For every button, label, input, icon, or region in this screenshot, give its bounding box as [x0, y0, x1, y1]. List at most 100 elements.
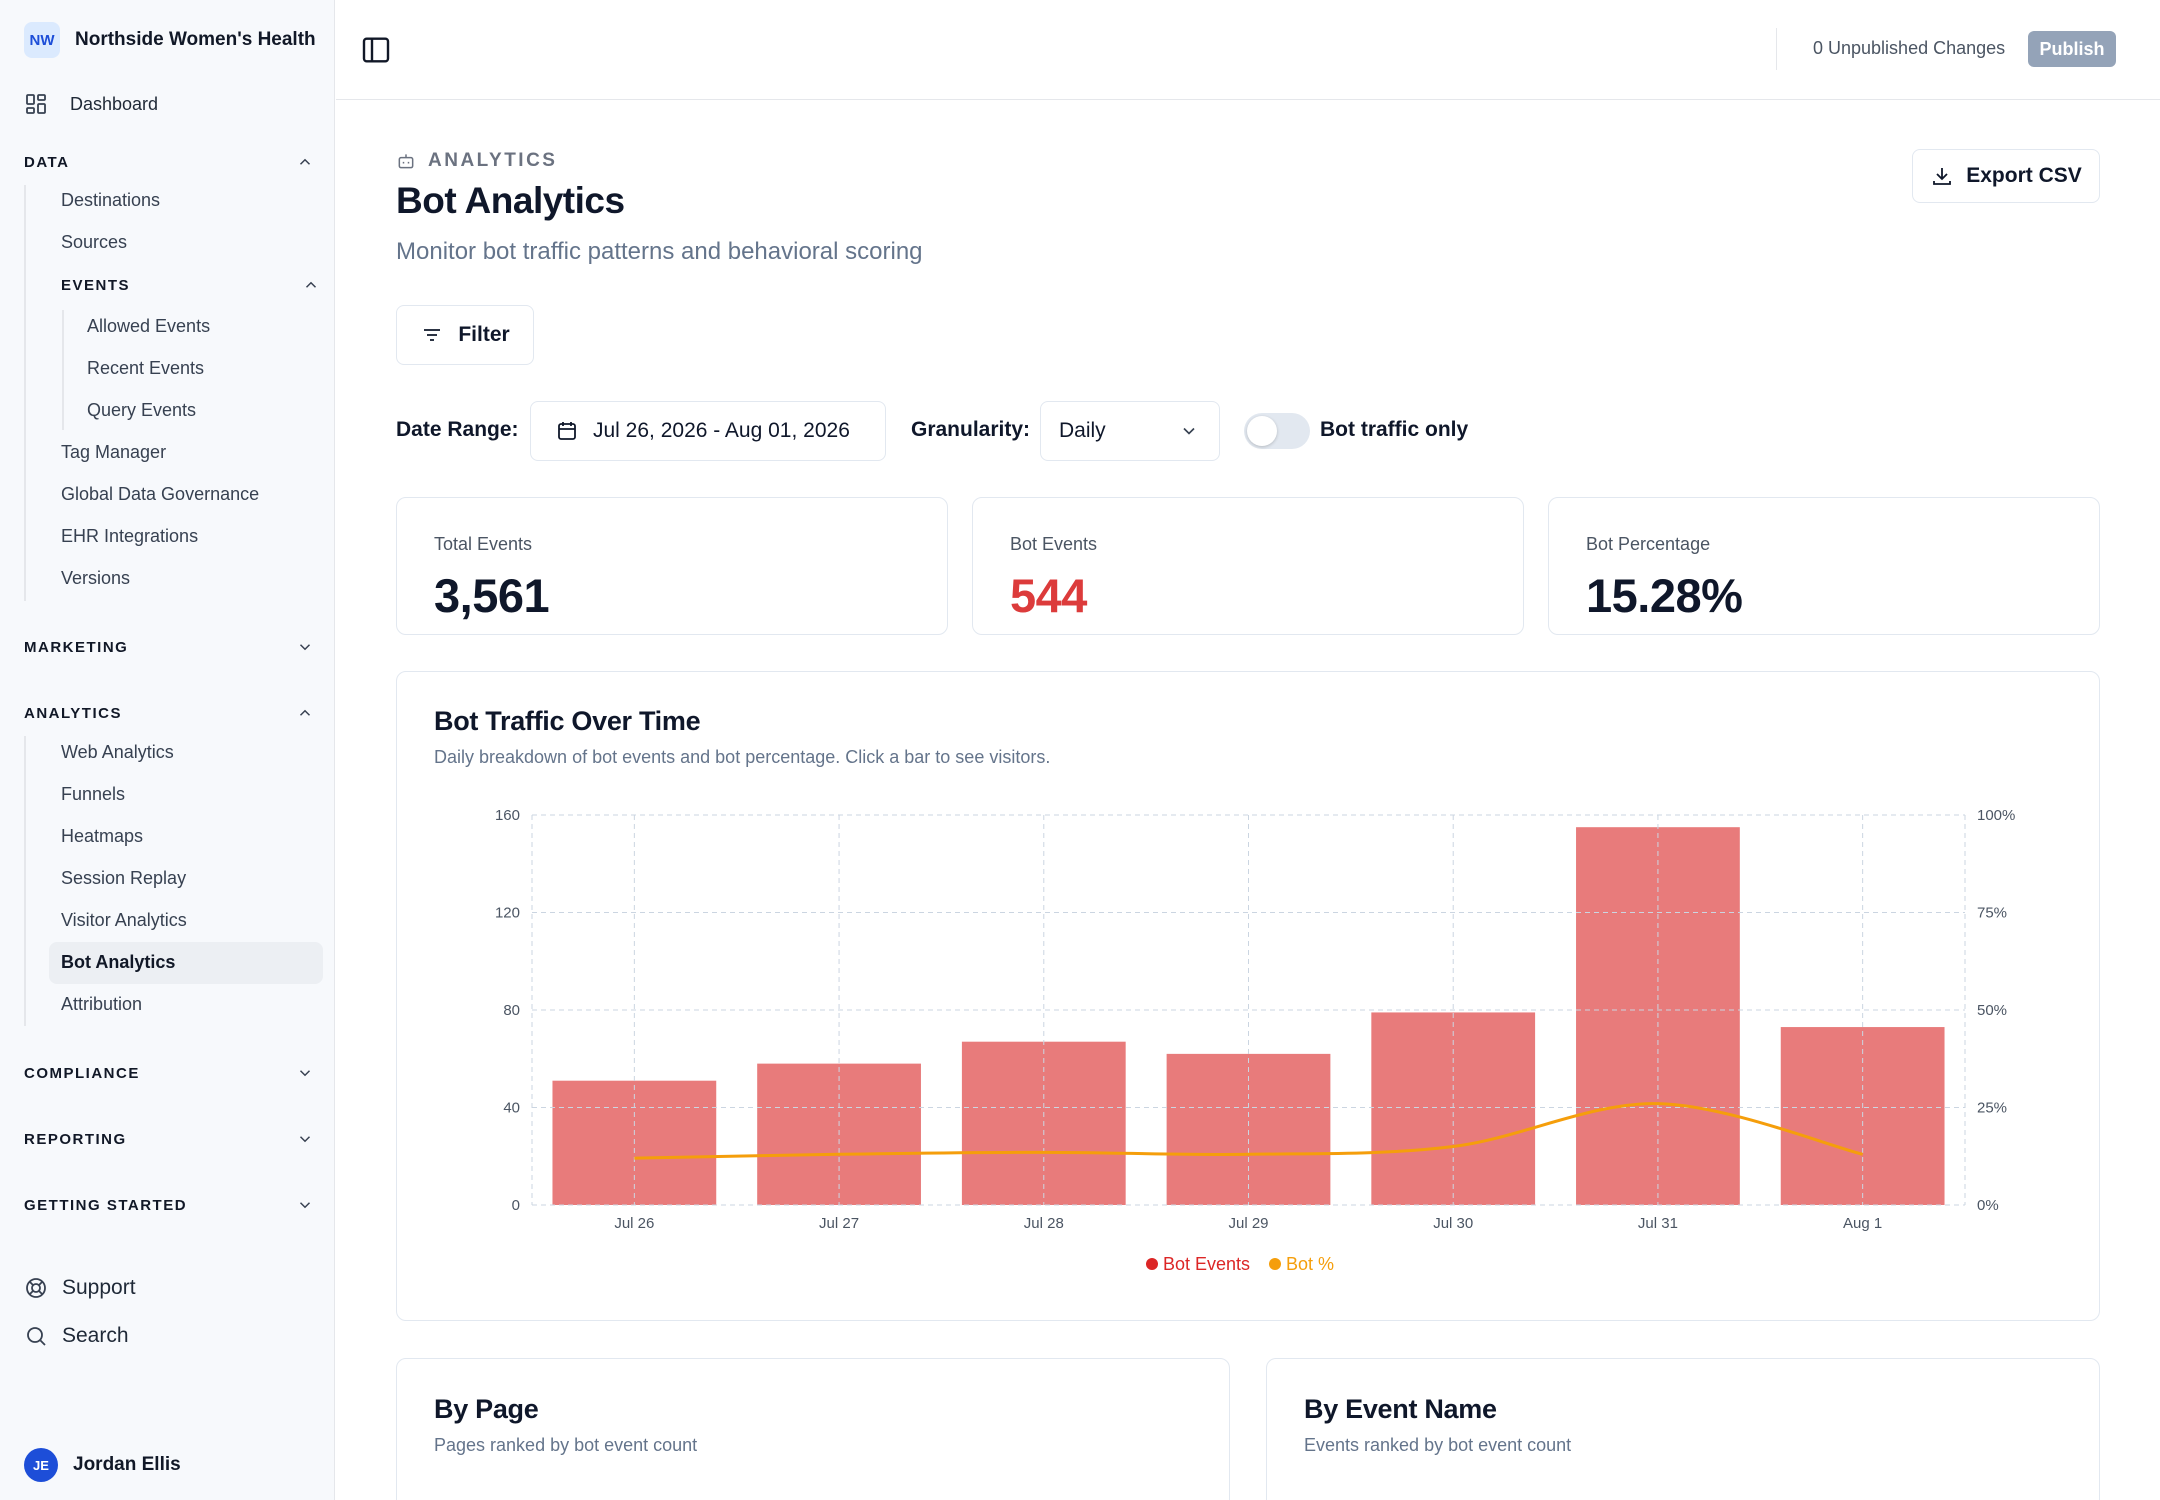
- nav-item-web-analytics[interactable]: Web Analytics: [61, 742, 174, 762]
- granularity-select[interactable]: Daily: [1040, 401, 1220, 461]
- nav-item-session-replay[interactable]: Session Replay: [61, 868, 187, 888]
- nav-item-tag-manager[interactable]: Tag Manager: [61, 442, 167, 462]
- nav-item-sources[interactable]: Sources: [61, 232, 128, 252]
- x-tick-3: Jul 29: [1228, 1215, 1268, 1232]
- user-menu[interactable]: JE Jordan Ellis: [24, 1448, 181, 1482]
- y-right-tick-1: 25%: [1977, 1100, 2007, 1117]
- by-page-title: By Page: [434, 1394, 539, 1424]
- nav-item-bot-analytics[interactable]: Bot Analytics: [61, 952, 176, 972]
- nav-item-allowed-events[interactable]: Allowed Events: [87, 316, 211, 336]
- bot-icon: [398, 154, 414, 169]
- support-link[interactable]: Support: [24, 1276, 136, 1300]
- section-compliance[interactable]: COMPLIANCE: [24, 1064, 314, 1082]
- chevron-up-icon: [305, 281, 317, 288]
- page-subtitle: Monitor bot traffic patterns and behavio…: [396, 238, 923, 265]
- chevron-up-icon: [299, 158, 311, 165]
- filter-button[interactable]: Filter: [396, 305, 534, 365]
- nav-dashboard[interactable]: Dashboard: [24, 92, 158, 116]
- x-tick-0: Jul 26: [614, 1215, 654, 1232]
- active-nav-highlight: [49, 942, 323, 984]
- sidebar-toggle-icon[interactable]: [360, 34, 392, 66]
- x-tick-6: Aug 1: [1843, 1215, 1882, 1232]
- nav-item-visitor-analytics[interactable]: Visitor Analytics: [61, 910, 187, 930]
- y-right-tick-2: 50%: [1977, 1002, 2007, 1019]
- date-range-picker[interactable]: Jul 26, 2026 - Aug 01, 2026: [530, 401, 886, 461]
- publish-button[interactable]: Publish: [2028, 31, 2116, 67]
- stat-label: Bot Events: [1010, 534, 1098, 554]
- date-range-value: Jul 26, 2026 - Aug 01, 2026: [593, 419, 850, 442]
- export-csv-button[interactable]: Export CSV: [1912, 149, 2100, 203]
- by-page-card: By Page Pages ranked by bot event count: [396, 1358, 1230, 1500]
- y-right-tick-0: 0%: [1977, 1197, 1999, 1214]
- nav-item-funnels[interactable]: Funnels: [61, 784, 126, 804]
- by-event-subtitle: Events ranked by bot event count: [1304, 1435, 1572, 1455]
- stat-card-bot-events: Bot Events 544: [972, 497, 1524, 635]
- section-data[interactable]: DATA: [24, 153, 314, 171]
- by-page-subtitle: Pages ranked by bot event count: [434, 1435, 698, 1455]
- x-tick-5: Jul 31: [1638, 1215, 1678, 1232]
- export-csv-label: Export CSV: [1966, 164, 2082, 187]
- chevron-down-icon: [299, 644, 311, 651]
- bot-percent-line: [634, 1102, 1864, 1160]
- filter-icon: [424, 329, 441, 341]
- bot-traffic-toggle-label: Bot traffic only: [1320, 418, 1469, 441]
- stat-value: 15.28%: [1586, 569, 1743, 622]
- stat-value: 544: [1010, 569, 1087, 622]
- chevron-down-icon: [299, 1202, 311, 1209]
- sidebar: NW Northside Women's Health Dashboard DA…: [0, 0, 335, 1500]
- data-rail: [24, 185, 26, 601]
- subsection-events-label: EVENTS: [61, 276, 131, 294]
- page-eyebrow: ANALYTICS: [396, 150, 557, 172]
- page-title: Bot Analytics: [396, 180, 625, 221]
- legend-label-bot-events: Bot Events: [1163, 1254, 1250, 1274]
- y-right-tick-4: 100%: [1977, 807, 2015, 824]
- nav-item-versions[interactable]: Versions: [61, 568, 131, 588]
- calendar-icon: [558, 422, 576, 440]
- subsection-events[interactable]: EVENTS: [61, 276, 320, 294]
- filter-label: Filter: [458, 323, 510, 346]
- org-name: Northside Women's Health: [75, 29, 316, 50]
- nav-item-destinations[interactable]: Destinations: [61, 190, 161, 210]
- granularity-value: Daily: [1059, 419, 1106, 442]
- nav-item-global-data-governance[interactable]: Global Data Governance: [61, 484, 260, 504]
- topbar: 0 Unpublished Changes Publish: [336, 0, 2160, 100]
- section-analytics[interactable]: ANALYTICS: [24, 704, 314, 722]
- section-reporting[interactable]: REPORTING: [24, 1130, 314, 1148]
- nav-item-query-events[interactable]: Query Events: [87, 400, 197, 420]
- stat-label: Total Events: [434, 534, 533, 554]
- org-badge: NW: [24, 22, 60, 58]
- y-right-tick-3: 75%: [1977, 905, 2007, 922]
- y-left-tick-0: 0: [512, 1197, 520, 1214]
- bot-traffic-toggle[interactable]: [1244, 413, 1310, 449]
- org-switcher[interactable]: NW Northside Women's Health: [24, 22, 316, 58]
- chart-subtitle: Daily breakdown of bot events and bot pe…: [434, 747, 1051, 767]
- section-marketing-label: MARKETING: [24, 638, 129, 656]
- unpublished-changes: 0 Unpublished Changes: [1813, 38, 2006, 58]
- section-analytics-label: ANALYTICS: [24, 704, 122, 722]
- bot-traffic-chart: 0 40 80 120 160 0% 25% 50% 75% 100% Jul 26 Jul 27 Ju…: [495, 807, 2015, 1274]
- section-getting-started[interactable]: GETTING STARTED: [24, 1196, 314, 1214]
- chevron-up-icon: [299, 709, 311, 716]
- date-range-label: Date Range:: [396, 418, 519, 441]
- y-left-tick-1: 40: [503, 1100, 520, 1117]
- section-reporting-label: REPORTING: [24, 1130, 127, 1148]
- nav-dashboard-label: Dashboard: [70, 93, 159, 114]
- by-event-title: By Event Name: [1304, 1394, 1497, 1424]
- support-label: Support: [62, 1276, 136, 1299]
- toggle-knob: [1247, 416, 1277, 446]
- nav-item-heatmaps[interactable]: Heatmaps: [61, 826, 144, 846]
- nav-item-ehr-integrations[interactable]: EHR Integrations: [61, 526, 199, 546]
- chart-title: Bot Traffic Over Time: [434, 706, 701, 736]
- chevron-down-icon: [1183, 427, 1195, 435]
- stat-value: 3,561: [434, 569, 550, 622]
- chevron-down-icon: [299, 1070, 311, 1077]
- dashboard-icon: [26, 94, 46, 114]
- nav-item-attribution[interactable]: Attribution: [61, 994, 143, 1014]
- y-left-tick-2: 80: [503, 1002, 520, 1019]
- nav-item-recent-events[interactable]: Recent Events: [87, 358, 205, 378]
- search-link[interactable]: Search: [24, 1324, 129, 1348]
- section-marketing[interactable]: MARKETING: [24, 638, 314, 656]
- x-tick-2: Jul 28: [1024, 1215, 1064, 1232]
- avatar: JE: [24, 1448, 58, 1482]
- topbar-divider: [1776, 28, 1777, 70]
